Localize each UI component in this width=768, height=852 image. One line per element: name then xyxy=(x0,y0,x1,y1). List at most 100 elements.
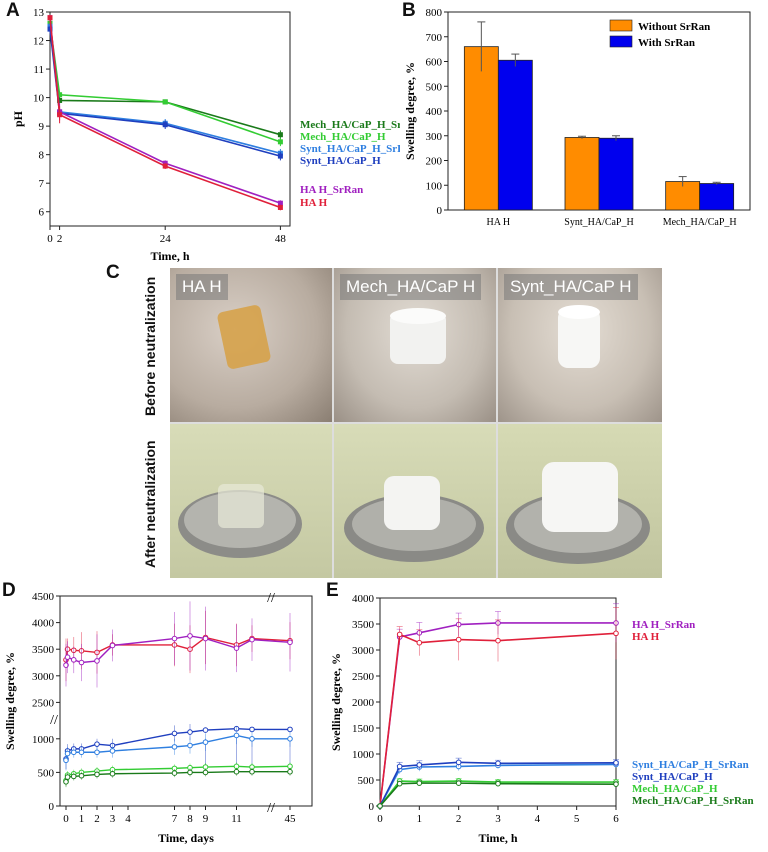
x-axis-label: Time, h xyxy=(478,831,517,845)
series-line xyxy=(379,632,617,807)
x-tick-label: 45 xyxy=(285,813,297,825)
mech-before-sample xyxy=(390,308,446,364)
data-point xyxy=(63,779,69,785)
legend-entry: Synt_HA/CaP_H xyxy=(632,771,713,783)
data-point xyxy=(162,99,168,105)
y-tick-label: 3000 xyxy=(32,671,55,683)
y-tick-label: 100 xyxy=(426,180,443,192)
x-axis-label: Time, h xyxy=(150,249,189,262)
y-tick-label: 500 xyxy=(38,767,55,779)
panel-label-b: B xyxy=(402,0,416,21)
chart-b-swelling-bars: 0 100 200 300 400 500 600 700 800 Swelling degree… xyxy=(403,7,751,228)
y-tick-label: 600 xyxy=(426,57,443,69)
data-point xyxy=(202,739,209,745)
data-point xyxy=(287,639,293,646)
x-tick-label: 2 xyxy=(456,813,462,825)
data-point xyxy=(78,749,85,756)
data-point xyxy=(94,749,100,756)
x-tick-label: 7 xyxy=(172,813,178,825)
plot-frame xyxy=(49,11,291,227)
legend-entry: HA H xyxy=(300,197,328,209)
x-axis-break-bottom: // xyxy=(267,801,275,816)
data-point xyxy=(277,204,283,210)
data-point xyxy=(613,760,619,766)
data-point xyxy=(63,757,69,764)
legend-entry: Mech_HA/CaP_H xyxy=(632,783,718,795)
y-tick-label: 3500 xyxy=(352,619,375,631)
data-point xyxy=(377,803,383,809)
x-tick-label: 8 xyxy=(187,813,193,825)
photo-ha-after xyxy=(170,424,332,578)
photo-mech-before: Mech_HA/CaP H xyxy=(334,268,496,422)
data-point xyxy=(396,780,403,787)
y-tick-label: 3000 xyxy=(352,645,375,657)
y-tick-label: 9 xyxy=(39,121,45,133)
y-tick-label: 7 xyxy=(39,178,45,190)
data-point xyxy=(495,637,501,644)
ha-after-spoon xyxy=(178,484,302,558)
chart-a-ph: 6 7 8 9 10 11 12 13 0 2 24 48 Time, h pH Mech_HA/CaP_H… xyxy=(11,7,400,262)
row-label-before: Before neutralization xyxy=(142,276,158,416)
x-tick-label: 0 xyxy=(63,813,69,825)
data-point xyxy=(277,200,283,206)
data-point xyxy=(202,635,209,642)
x-axis-break: // xyxy=(267,591,275,606)
data-point xyxy=(249,736,255,742)
series-line xyxy=(65,734,290,761)
y-axis-label: pH xyxy=(11,110,25,127)
legend-entry: Synt_HA/CaP_H_SrRan xyxy=(632,759,749,771)
data-point xyxy=(416,780,423,786)
data-point xyxy=(277,153,283,159)
legend-label: With SrRan xyxy=(638,37,695,49)
y-tick-label: 200 xyxy=(426,156,443,168)
x-tick-label: 9 xyxy=(203,813,209,825)
bar xyxy=(699,183,735,211)
data-point xyxy=(202,769,209,776)
y-tick-label: 0 xyxy=(49,801,55,813)
x-tick-label: 24 xyxy=(160,233,172,245)
data-point xyxy=(233,768,240,775)
data-point xyxy=(233,732,240,739)
data-point xyxy=(277,139,283,145)
data-point xyxy=(109,748,116,754)
x-category-label: HA H xyxy=(487,217,511,228)
data-point xyxy=(171,744,178,750)
y-tick-label: 1000 xyxy=(32,734,55,746)
y-axis-label: Swelling degree, % xyxy=(403,62,417,160)
x-tick-label: 48 xyxy=(275,233,287,245)
data-point xyxy=(249,636,255,643)
series-line xyxy=(49,17,281,209)
bar xyxy=(497,59,533,211)
data-point xyxy=(70,773,77,780)
data-point xyxy=(171,635,178,642)
y-tick-label: 11 xyxy=(33,64,44,76)
data-point xyxy=(287,736,293,742)
legend-entry: Synt_HA/CaP_H xyxy=(300,155,381,167)
panel-label-e: E xyxy=(326,580,339,601)
plot-frame xyxy=(59,595,313,807)
data-point xyxy=(233,645,240,651)
data-point xyxy=(277,132,283,138)
series-line xyxy=(65,636,291,660)
y-axis-label: Swelling degree, % xyxy=(329,653,343,751)
row-label-after: After neutralization xyxy=(142,440,158,568)
data-point xyxy=(47,15,53,21)
photo-synt-after xyxy=(498,424,662,578)
x-tick-label: 1 xyxy=(417,813,423,825)
y-tick-label: 2000 xyxy=(352,697,375,709)
data-point xyxy=(396,763,403,770)
y-tick-label: 3500 xyxy=(32,644,55,656)
mech-after-spoon xyxy=(344,476,484,562)
x-tick-label: 0 xyxy=(377,813,383,825)
data-point xyxy=(171,730,178,737)
data-point xyxy=(396,631,403,638)
y-tick-label: 500 xyxy=(358,775,375,787)
photo-synt-before: Synt_HA/CaP H xyxy=(498,268,662,422)
data-point xyxy=(57,92,63,98)
data-point xyxy=(57,112,63,118)
y-tick-label: 800 xyxy=(426,7,443,19)
data-point xyxy=(94,741,100,747)
x-tick-label: 11 xyxy=(231,813,242,825)
data-point xyxy=(187,742,193,749)
data-point xyxy=(63,662,69,668)
